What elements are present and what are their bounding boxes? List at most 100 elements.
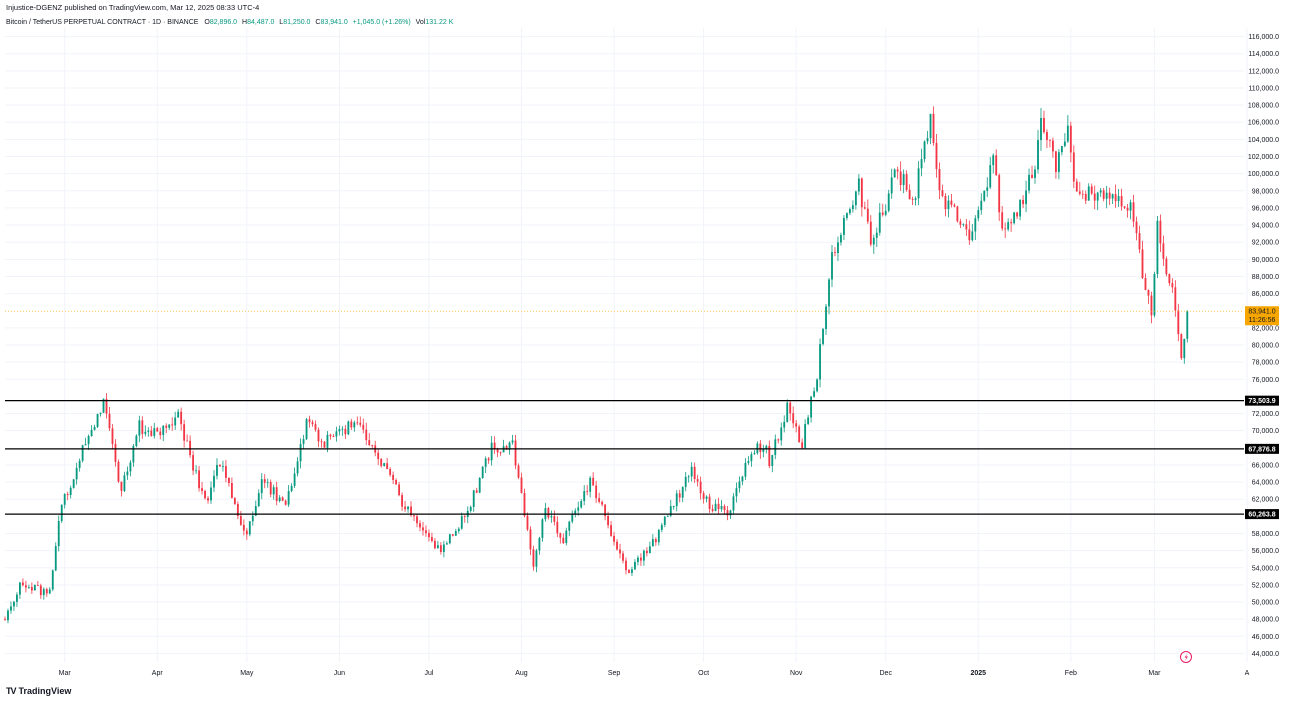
candle: [989, 157, 992, 189]
candle: [541, 518, 544, 542]
candle: [499, 451, 502, 456]
candle: [1117, 189, 1120, 207]
candle: [678, 489, 681, 503]
time-tick-label: Feb: [1065, 670, 1077, 677]
time-axis[interactable]: Mar Apr May Jun Jul Aug Sep Oct Nov Dec 2025 Feb Mar…: [59, 670, 1250, 677]
candle: [299, 438, 302, 469]
candle: [816, 378, 818, 393]
candle: [1078, 181, 1081, 196]
candle: [48, 587, 51, 595]
candle: [257, 489, 260, 508]
candle: [219, 464, 221, 467]
candle: [654, 537, 657, 546]
level-label: 67,876.8: [1248, 446, 1275, 453]
time-tick-label: Sep: [608, 670, 621, 677]
candle: [825, 304, 827, 335]
candle: [690, 462, 693, 482]
candle: [843, 215, 845, 241]
price-tick-label: 100,000.0: [1248, 171, 1279, 178]
volume-value: 131.22 K: [425, 19, 454, 26]
candle: [436, 540, 439, 549]
candle: [604, 503, 607, 521]
level-tag: [1245, 395, 1279, 406]
bar-countdown: 11:26:56: [1249, 317, 1276, 324]
candle: [544, 502, 547, 522]
candle: [484, 456, 487, 473]
low-label: L: [279, 19, 284, 26]
candle: [592, 472, 595, 486]
candle: [908, 184, 911, 200]
candle: [120, 481, 123, 497]
candle: [227, 477, 230, 487]
candle: [284, 499, 287, 506]
candle: [851, 200, 854, 213]
candle: [350, 418, 353, 431]
candle: [419, 520, 421, 532]
candle: [99, 412, 102, 417]
candle: [696, 474, 699, 487]
candle: [356, 416, 359, 426]
candle: [183, 419, 186, 448]
candle: [1040, 108, 1042, 151]
candle: [750, 451, 753, 467]
candle: [565, 527, 568, 546]
candle: [747, 456, 750, 465]
lightning-icon[interactable]: [1180, 651, 1192, 663]
candle: [905, 170, 908, 192]
publish-info: Injustice-DGENZ published on TradingView…: [6, 3, 260, 12]
candle: [959, 218, 962, 229]
candle: [90, 425, 93, 437]
candle: [666, 515, 669, 517]
candle: [1186, 310, 1189, 343]
candle: [571, 510, 574, 524]
candle: [81, 444, 84, 463]
candle: [153, 422, 156, 439]
candle: [338, 425, 341, 436]
time-tick-label: A: [1245, 670, 1250, 677]
candle: [236, 501, 239, 520]
candle: [1147, 289, 1150, 304]
candle: [404, 501, 406, 512]
candle: [174, 411, 177, 430]
candle: [813, 387, 816, 398]
candle: [296, 457, 299, 477]
candle: [1129, 199, 1132, 220]
last-price-tag: [1245, 306, 1279, 326]
candle: [953, 203, 956, 208]
price-tick-label: 78,000.0: [1252, 360, 1279, 367]
candle: [840, 232, 842, 246]
candle: [1090, 183, 1093, 196]
candle: [789, 400, 792, 421]
level-tag: [1245, 443, 1279, 454]
price-tick-label: 114,000.0: [1248, 51, 1279, 58]
candle: [156, 426, 159, 432]
candle: [783, 415, 786, 433]
candle: [320, 438, 323, 448]
candle: [580, 499, 583, 509]
volume-label: Vol: [415, 19, 426, 26]
candle: [616, 539, 618, 551]
candle: [1072, 145, 1075, 189]
candle: [532, 545, 535, 571]
price-tick-label: 76,000.0: [1252, 377, 1279, 384]
candle: [687, 474, 690, 483]
candle: [407, 506, 409, 513]
candle: [1123, 205, 1126, 210]
candle: [556, 516, 559, 538]
candle: [768, 440, 771, 469]
candle: [1066, 115, 1069, 143]
candle: [66, 491, 69, 501]
high-value: 84,487.0: [247, 19, 275, 26]
candle: [135, 434, 138, 448]
candle: [147, 427, 150, 437]
candle: [428, 529, 430, 542]
candle: [451, 534, 454, 537]
candle: [857, 174, 860, 196]
candle: [30, 582, 33, 594]
candle: [866, 199, 869, 224]
candle: [810, 395, 813, 423]
candle: [619, 543, 621, 559]
candle: [1099, 187, 1102, 197]
price-axis[interactable]: 116,000.0 114,000.0 112,000.0 110,000.0 108,…: [1245, 34, 1279, 658]
